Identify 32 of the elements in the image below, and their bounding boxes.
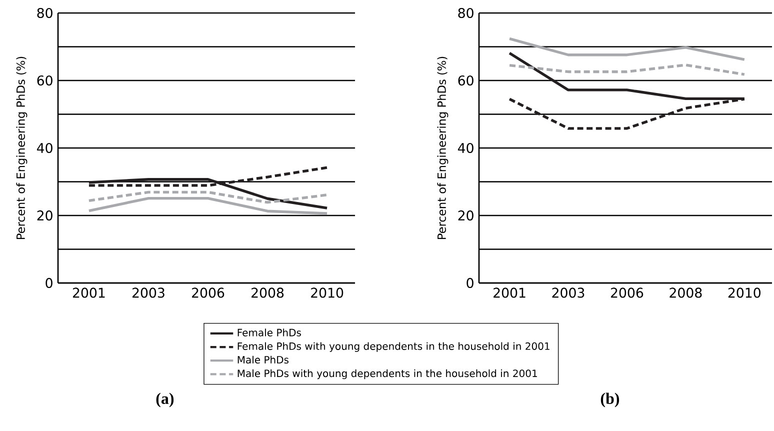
y-axis-title: Percent of Engineering PhDs (%)	[16, 56, 28, 240]
y-tick-label: 20	[37, 210, 52, 221]
x-tick-label: 2006	[610, 288, 644, 298]
y-tick-label: 80	[37, 8, 52, 18]
legend-label: Female PhDs with young dependents in the household in 2001	[238, 342, 550, 352]
y-tick-label: 20	[458, 210, 474, 221]
x-tick-label: 2006	[192, 288, 224, 298]
x-tick-label: 2003	[132, 288, 164, 298]
x-tick-label: 2001	[494, 288, 526, 298]
y-tick-label: 40	[36, 142, 52, 154]
y-tick-label: 60	[37, 75, 52, 86]
line-series	[508, 64, 746, 76]
y-tick-label: 40	[458, 142, 474, 154]
text: (b)	[600, 392, 620, 408]
y-tick-label: 0	[466, 278, 474, 288]
legend-label: Male PhDs with young dependents in the household in 2001	[238, 369, 537, 380]
y-axis-title: Percent of Engineering PhDs (%)	[437, 56, 448, 240]
line-series	[88, 196, 328, 215]
x-tick-label: 2010	[311, 288, 344, 298]
x-tick-label: 2003	[552, 288, 584, 298]
line-series	[508, 37, 746, 61]
x-tick-label: 2008	[252, 288, 284, 298]
y-tick-label: 80	[458, 8, 474, 18]
legend-label: Male PhDs	[238, 356, 289, 364]
x-tick-label: 2010	[728, 288, 760, 298]
y-tick-label: 60	[458, 75, 474, 86]
legend-label: Female PhDs	[238, 328, 301, 336]
text: (a)	[156, 392, 174, 408]
x-tick-label: 2008	[670, 288, 702, 298]
line-series	[88, 190, 328, 204]
x-tick-label: 2001	[72, 288, 105, 298]
y-tick-label: 0	[46, 278, 52, 288]
